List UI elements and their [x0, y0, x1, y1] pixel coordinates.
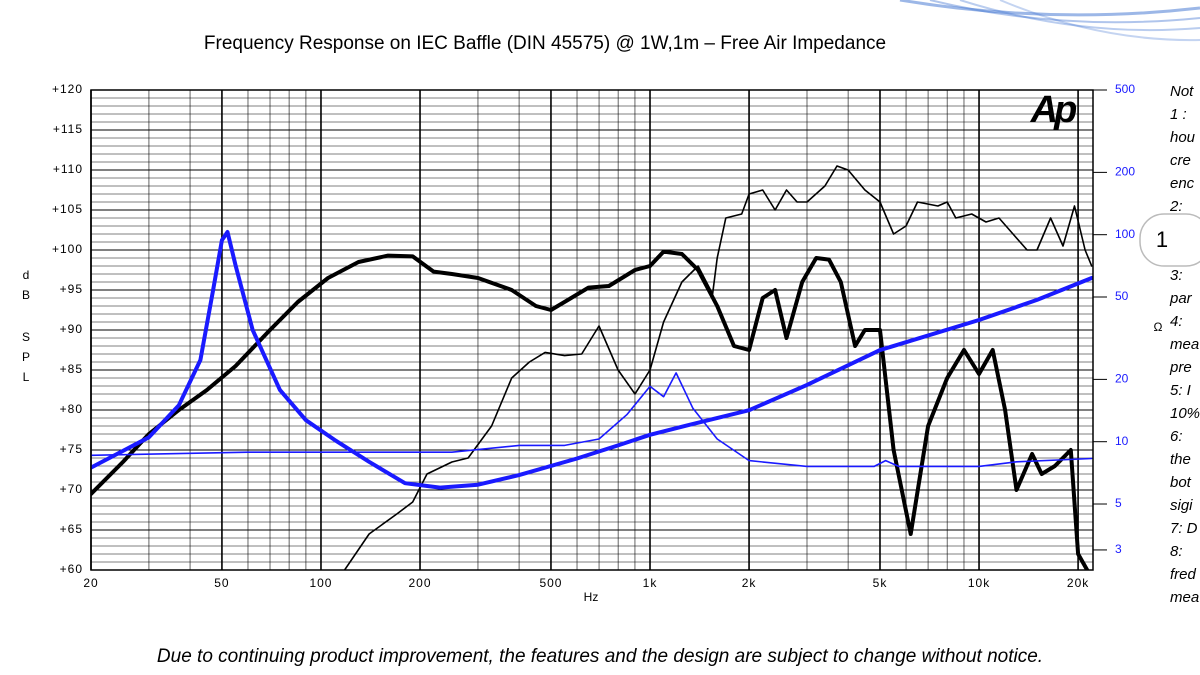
y-tick-label: +75: [60, 442, 83, 456]
note-line: 3:: [1170, 267, 1183, 284]
note-line: cre: [1170, 152, 1191, 169]
y-tick-label: +110: [53, 162, 83, 176]
x-tick-label: 10k: [968, 576, 990, 590]
y-tick-label: +105: [52, 202, 83, 216]
note-line: 8:: [1170, 543, 1183, 560]
y2-tick-label: 5: [1115, 496, 1122, 510]
series-line: [91, 249, 1090, 570]
y-tick-label: +85: [60, 362, 83, 376]
note-line: mea: [1170, 589, 1199, 606]
logo: Ap: [1030, 89, 1076, 131]
x-tick-label: 500: [539, 576, 562, 590]
plot-frame: [90, 89, 1094, 571]
y2-axis-label: Ω: [1154, 320, 1163, 334]
y-tick-label: +100: [52, 242, 83, 256]
popup-box[interactable]: [1139, 213, 1200, 267]
y-tick-label: +90: [60, 322, 83, 336]
y-tick-label: +65: [60, 522, 83, 536]
note-line: mea: [1170, 336, 1199, 353]
x-tick-label: 50: [214, 576, 229, 590]
y-tick-label: +115: [53, 122, 83, 136]
note-line: bot: [1170, 474, 1192, 491]
x-tick-label: 5k: [873, 576, 888, 590]
series-line: [343, 165, 1093, 570]
x-tick-label: 1k: [643, 576, 658, 590]
chart-title: Frequency Response on IEC Baffle (DIN 45…: [204, 33, 886, 54]
y-tick-label: +80: [60, 402, 83, 416]
note-line: 5: I: [1170, 382, 1191, 399]
x-tick-label: 20k: [1067, 576, 1089, 590]
y-axis-label: B: [22, 288, 30, 302]
series-line: [91, 372, 1093, 468]
note-line: pre: [1169, 359, 1192, 376]
popup[interactable]: 1: [1139, 213, 1200, 267]
note-line: sigi: [1170, 497, 1193, 514]
x-tick-label: 20: [83, 576, 98, 590]
y2-tick-label: 10: [1115, 434, 1129, 448]
x-tick-label: 2k: [742, 576, 757, 590]
note-line: enc: [1170, 175, 1195, 192]
series-line: [91, 230, 1093, 490]
y-axis-label: P: [22, 350, 30, 364]
note-line: hou: [1170, 129, 1196, 146]
swoosh-decoration: [899, 0, 1200, 42]
y-axis-label: L: [23, 370, 30, 384]
x-tick-label: 100: [309, 576, 332, 590]
note-line: 10%: [1170, 405, 1200, 422]
note-line: 4:: [1170, 313, 1183, 330]
note-line: the: [1170, 451, 1191, 468]
note-line: par: [1169, 290, 1193, 307]
y-axis-label: S: [22, 330, 30, 344]
y-tick-label: +120: [52, 82, 83, 96]
y2-tick-label: 50: [1115, 289, 1129, 303]
plot-lines: [91, 165, 1093, 570]
note-line: 1 :: [1170, 106, 1187, 123]
y2-tick-label: 100: [1115, 227, 1135, 241]
x-axis-label: Hz: [584, 590, 599, 604]
y-axis-label: d: [23, 268, 30, 282]
footer: Due to continuing product improvement, t…: [157, 646, 1043, 667]
y-tick-label: +70: [60, 482, 83, 496]
grid: [90, 89, 1093, 571]
x-tick-label: 200: [409, 576, 432, 590]
labels: 20 50 100 200 500 1k 2k 5k 10k 20k +60 +65 +70 +75 +80…: [22, 82, 1200, 606]
y-tick-label: +95: [60, 282, 83, 296]
y-tick-label: +60: [60, 562, 83, 576]
popup-text[interactable]: 1: [1156, 227, 1168, 252]
y2-tick-label: 3: [1115, 542, 1122, 556]
note-line: 6:: [1170, 428, 1183, 445]
y2-tick-label: 500: [1115, 82, 1135, 96]
y2-tick-label: 200: [1115, 165, 1135, 179]
note-line: fred: [1170, 566, 1197, 583]
note-line: 7: D: [1170, 520, 1198, 537]
note-line: 2:: [1169, 198, 1183, 215]
y2-tick-label: 20: [1115, 372, 1129, 386]
note-line: Not: [1170, 83, 1194, 100]
